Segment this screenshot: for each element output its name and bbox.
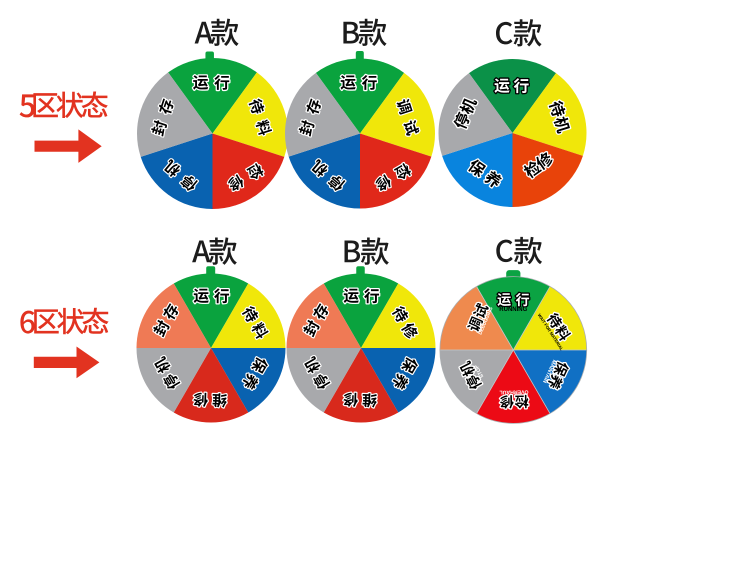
svg-text:OVERHAUL: OVERHAUL xyxy=(499,388,529,395)
svg-text:RUNNING: RUNNING xyxy=(499,307,527,313)
svg-text:STOP: STOP xyxy=(473,363,485,379)
